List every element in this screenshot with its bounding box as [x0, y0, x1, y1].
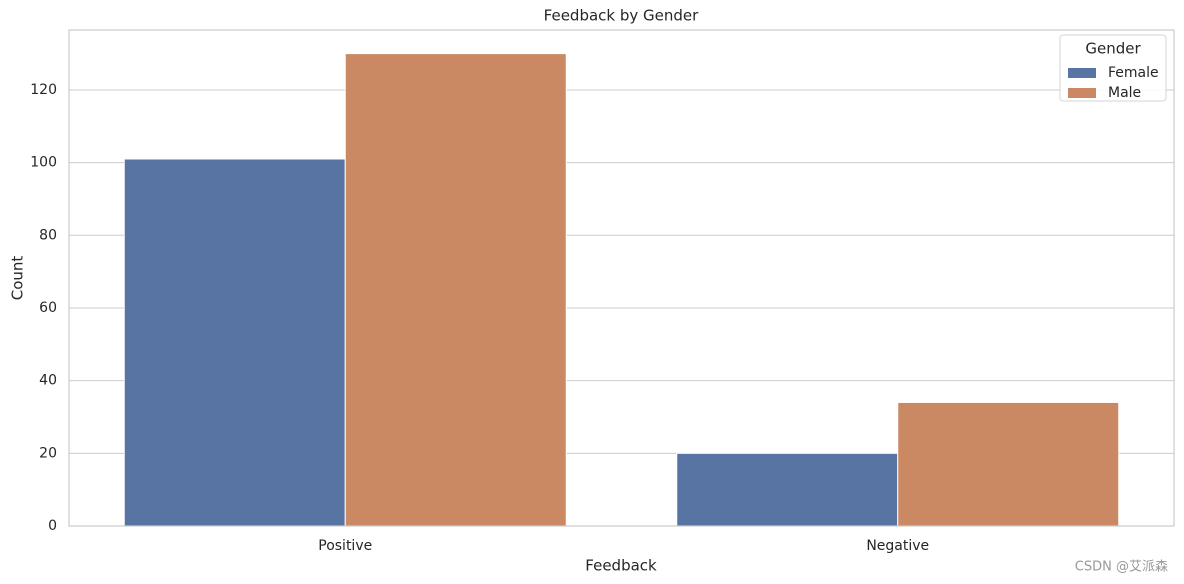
legend-swatch — [1068, 68, 1096, 78]
y-tick-label: 0 — [48, 518, 57, 534]
bar — [897, 401, 1120, 527]
chart-title: Feedback by Gender — [544, 7, 699, 25]
x-axis-label: Feedback — [585, 557, 657, 575]
legend-swatch — [1068, 88, 1096, 98]
y-axis-label: Count — [9, 256, 27, 301]
legend-label: Male — [1108, 85, 1141, 101]
bar — [123, 158, 346, 527]
legend-title: Gender — [1085, 40, 1141, 58]
legend-box — [1059, 34, 1167, 102]
y-tick-label: 20 — [39, 445, 57, 461]
y-tick-label: 60 — [39, 300, 57, 316]
y-tick-label: 120 — [30, 82, 57, 98]
plot-frame — [68, 29, 1175, 527]
x-tick-label: Positive — [318, 538, 372, 554]
y-tick-label: 40 — [39, 373, 57, 389]
x-tick-label: Negative — [866, 538, 929, 554]
y-tick-label: 100 — [30, 155, 57, 171]
legend-label: Female — [1108, 65, 1159, 81]
y-tick-label: 80 — [39, 227, 57, 243]
watermark: CSDN @艾派森 — [1075, 560, 1168, 575]
bar — [676, 452, 899, 527]
bar — [344, 53, 567, 527]
